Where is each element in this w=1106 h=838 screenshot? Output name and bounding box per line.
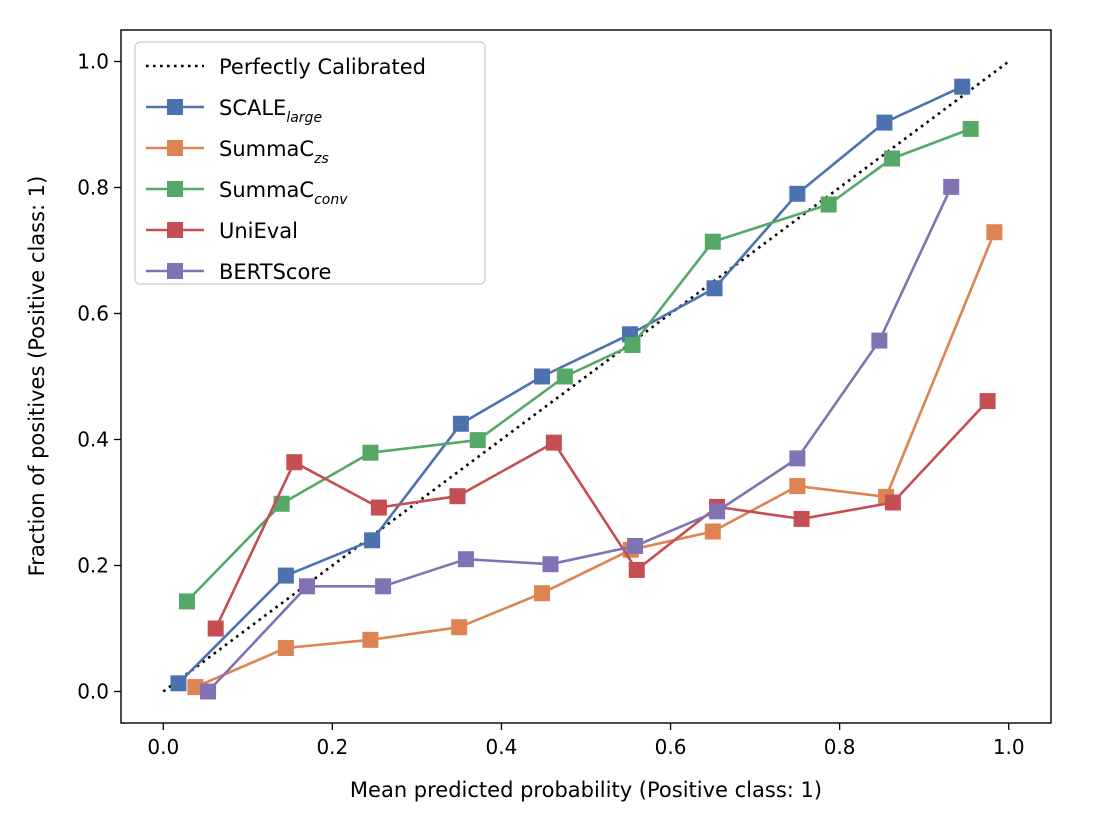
- data-point-unieval: [545, 434, 562, 451]
- data-point-scale-large: [452, 415, 469, 432]
- plot-layer: [162, 60, 1010, 700]
- data-point-unieval: [979, 393, 996, 410]
- series-line-scale-large: [177, 85, 963, 685]
- data-point-summac-zs: [187, 679, 204, 696]
- data-point-summac-zs: [704, 523, 721, 540]
- legend-label-summac-conv: SummaCconv: [219, 178, 348, 208]
- legend-label-main: SummaC: [219, 137, 314, 161]
- legend-label-main: Perfectly Calibrated: [219, 55, 426, 79]
- data-point-scale-large: [534, 368, 551, 385]
- y-tick-label: 0.2: [77, 554, 109, 578]
- x-tick-label: 0.8: [824, 735, 856, 759]
- y-tick-label: 0.4: [77, 428, 109, 452]
- data-point-summac-conv: [178, 593, 195, 610]
- legend-label-subscript: conv: [314, 192, 348, 208]
- x-tick-label: 0.6: [655, 735, 687, 759]
- data-point-bertscore: [627, 537, 644, 554]
- y-axis-label: Fraction of positives (Positive class: 1…: [25, 176, 49, 577]
- data-point-scale-large: [954, 78, 971, 95]
- legend-box: [134, 41, 486, 285]
- y-tick-label: 0.0: [77, 680, 109, 704]
- x-tick-label: 0.2: [316, 735, 348, 759]
- legend-swatch-marker-summac-conv: [167, 181, 183, 197]
- legend-label-bertscore: BERTScore: [219, 260, 331, 284]
- data-point-scale-large: [706, 280, 723, 297]
- data-point-bertscore: [375, 578, 392, 595]
- series-line-summac-zs: [194, 231, 996, 689]
- data-point-summac-zs: [789, 478, 806, 495]
- data-point-summac-zs: [277, 640, 294, 657]
- y-tick-label: 0.8: [77, 176, 109, 200]
- data-point-summac-conv: [556, 368, 573, 385]
- data-point-scale-large: [364, 532, 381, 549]
- data-point-summac-conv: [884, 150, 901, 167]
- legend-label-perfectly-calibrated: Perfectly Calibrated: [219, 55, 426, 79]
- y-tick-label: 1.0: [77, 50, 109, 74]
- plot-frame: [120, 29, 1052, 724]
- legend-label-main: SummaC: [219, 178, 314, 202]
- legend-label-subscript: zs: [313, 151, 329, 167]
- data-point-bertscore: [299, 578, 315, 595]
- data-point-scale-large: [277, 567, 294, 584]
- legend-swatch-marker-unieval: [167, 222, 183, 238]
- x-tick-label: 0.0: [147, 735, 179, 759]
- data-point-unieval: [449, 488, 466, 505]
- data-point-summac-conv: [362, 444, 379, 461]
- series-line-unieval: [214, 400, 989, 630]
- y-tick-label: 0.6: [77, 302, 109, 326]
- legend-label-main: BERTScore: [219, 260, 331, 284]
- data-point-scale-large: [170, 675, 187, 692]
- data-point-bertscore: [943, 178, 960, 195]
- data-point-summac-conv: [469, 432, 486, 449]
- legend-label-main: UniEval: [219, 219, 298, 243]
- data-point-unieval: [628, 561, 645, 578]
- x-tick-label: 1.0: [993, 735, 1025, 759]
- legend-swatch-marker-bertscore: [167, 263, 183, 279]
- data-point-scale-large: [789, 185, 806, 202]
- x-axis-label: Mean predicted probability (Positive cla…: [350, 778, 822, 802]
- legend: Perfectly CalibratedSCALElargeSummaCzsSu…: [134, 41, 486, 285]
- legend-swatch-marker-scale-large: [167, 99, 183, 115]
- data-point-unieval: [207, 620, 224, 637]
- legend-label-scale-large: SCALElarge: [219, 96, 322, 126]
- data-point-bertscore: [457, 551, 474, 568]
- data-point-summac-zs: [986, 224, 1003, 241]
- data-point-summac-zs: [451, 619, 468, 636]
- legend-label-unieval: UniEval: [219, 219, 298, 243]
- data-point-bertscore: [200, 683, 217, 700]
- data-point-bertscore: [789, 450, 806, 467]
- legend-label-subscript: large: [286, 110, 322, 126]
- data-point-summac-conv: [704, 233, 721, 250]
- data-point-summac-conv: [624, 337, 641, 353]
- data-point-summac-conv: [820, 196, 837, 213]
- data-point-summac-zs: [534, 585, 551, 602]
- data-point-unieval: [793, 510, 810, 527]
- legend-label-main: SCALE: [219, 96, 286, 120]
- data-point-scale-large: [876, 114, 893, 131]
- data-point-bertscore: [871, 332, 888, 349]
- data-point-summac-zs: [362, 631, 379, 648]
- legend-swatch-marker-summac-zs: [167, 140, 183, 156]
- x-tick-label: 0.4: [486, 735, 518, 759]
- ticks-layer: 0.0 0.2 0.4 0.6 0.8 1.0 0.0 0.2 0.4 0.6 0.8 1.0: [77, 50, 1024, 760]
- data-point-bertscore: [542, 556, 559, 573]
- data-point-unieval: [370, 499, 387, 516]
- data-point-summac-conv: [962, 120, 979, 137]
- legend-label-summac-zs: SummaCzs: [219, 137, 329, 167]
- data-point-unieval: [286, 454, 303, 471]
- data-point-unieval: [884, 494, 901, 511]
- data-point-bertscore: [709, 503, 726, 520]
- series-line-bertscore: [207, 186, 953, 693]
